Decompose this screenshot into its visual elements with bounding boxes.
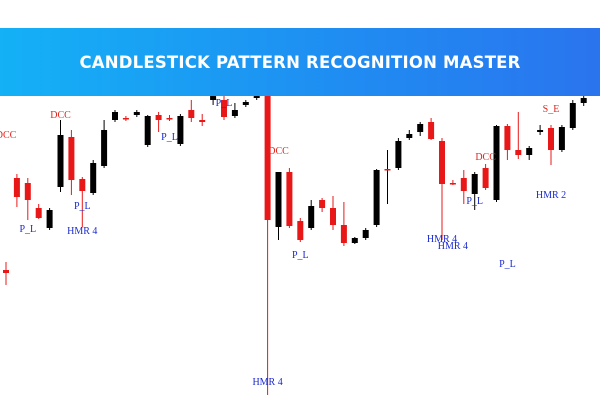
candle-bodies bbox=[3, 90, 587, 273]
candle-body-bull bbox=[112, 112, 118, 120]
candle-body-bull bbox=[133, 112, 140, 115]
candle-body-bull bbox=[406, 134, 413, 138]
candle-body-bull bbox=[362, 230, 369, 238]
pattern-label: SS 2 bbox=[258, 0, 277, 3]
pattern-label: DCC bbox=[0, 130, 17, 141]
candle-body-bear bbox=[548, 128, 554, 150]
candle-body-bull bbox=[144, 116, 151, 145]
candle-body-bear bbox=[428, 122, 435, 139]
pattern-label: S_E bbox=[543, 104, 560, 115]
candle-body-bear bbox=[319, 200, 326, 208]
candle-body-bear bbox=[122, 118, 129, 120]
candle-body-bull bbox=[275, 172, 282, 227]
candle-body-bull bbox=[101, 130, 108, 166]
candle-body-bull bbox=[384, 169, 391, 171]
pattern-label: DCC bbox=[50, 110, 71, 121]
candle-body-bull bbox=[177, 116, 184, 144]
pattern-label: HMR 4 bbox=[67, 226, 97, 237]
candle-body-bear bbox=[264, 90, 271, 220]
pattern-label: P_L bbox=[499, 259, 516, 270]
pattern-label: P_L bbox=[19, 224, 36, 235]
candle-body-bear bbox=[439, 141, 445, 184]
candle-body-bull bbox=[537, 130, 544, 132]
candle-body-bull bbox=[253, 94, 260, 98]
candle-body-bear bbox=[166, 118, 173, 120]
candle-body-bear bbox=[286, 172, 293, 226]
candle-body-bear bbox=[35, 208, 42, 218]
candle-body-bear bbox=[79, 179, 86, 191]
pattern-label: DCC bbox=[475, 152, 496, 163]
candle-body-bull bbox=[308, 206, 315, 228]
candle-body-bear bbox=[297, 221, 304, 240]
pattern-label: HMR 2 bbox=[536, 190, 566, 201]
pattern-label: P_L bbox=[466, 196, 483, 207]
candle-body-bear bbox=[482, 168, 489, 188]
candle-body-bull bbox=[569, 103, 576, 128]
candle-body-bull bbox=[210, 95, 217, 100]
pattern-label: HMR 4 bbox=[252, 377, 282, 388]
candle-body-bull bbox=[373, 170, 380, 225]
candle-body-bear bbox=[449, 183, 456, 185]
candle-body-bull bbox=[57, 135, 64, 187]
candle-body-bear bbox=[340, 225, 347, 243]
pattern-label: P_L bbox=[161, 132, 178, 143]
candle-body-bear bbox=[188, 110, 195, 118]
candle-body-bear bbox=[199, 120, 206, 122]
pattern-label: P_L bbox=[292, 250, 309, 261]
banner-title: CANDLESTICK PATTERN RECOGNITION MASTER bbox=[79, 52, 521, 72]
candle-body-bull bbox=[351, 238, 358, 243]
candle-body-bull bbox=[231, 110, 238, 116]
candle-body-bull bbox=[580, 98, 587, 103]
candle-body-bear bbox=[3, 270, 9, 273]
pattern-label: HMR 4 bbox=[427, 234, 457, 245]
candle-body-bull bbox=[242, 102, 249, 105]
candle-body-bull bbox=[526, 148, 533, 155]
title-banner: CANDLESTICK PATTERN RECOGNITION MASTER bbox=[0, 28, 600, 96]
candle-body-bull bbox=[90, 163, 97, 193]
candle-body-bull bbox=[471, 174, 478, 194]
candle-body-bear bbox=[68, 137, 75, 180]
pattern-label: DCC bbox=[268, 146, 289, 157]
candle-body-bear bbox=[330, 208, 336, 225]
candle-body-bear bbox=[515, 150, 522, 155]
candle-body-bear bbox=[504, 126, 511, 150]
candle-body-bull bbox=[558, 127, 565, 150]
candle-body-bear bbox=[13, 178, 20, 197]
candle-body-bull bbox=[46, 210, 53, 228]
pattern-label: P_L bbox=[74, 201, 91, 212]
pattern-label: P_L bbox=[216, 98, 233, 109]
candle-body-bear bbox=[221, 100, 227, 117]
candle-body-bull bbox=[395, 141, 402, 168]
candle-body-bull bbox=[417, 124, 424, 132]
pattern-label: HMR 4 bbox=[438, 241, 468, 252]
candle-body-bear bbox=[155, 115, 162, 120]
candle-body-bear bbox=[460, 178, 467, 191]
candle-body-bear bbox=[24, 183, 31, 200]
candle-body-bull bbox=[493, 126, 500, 200]
